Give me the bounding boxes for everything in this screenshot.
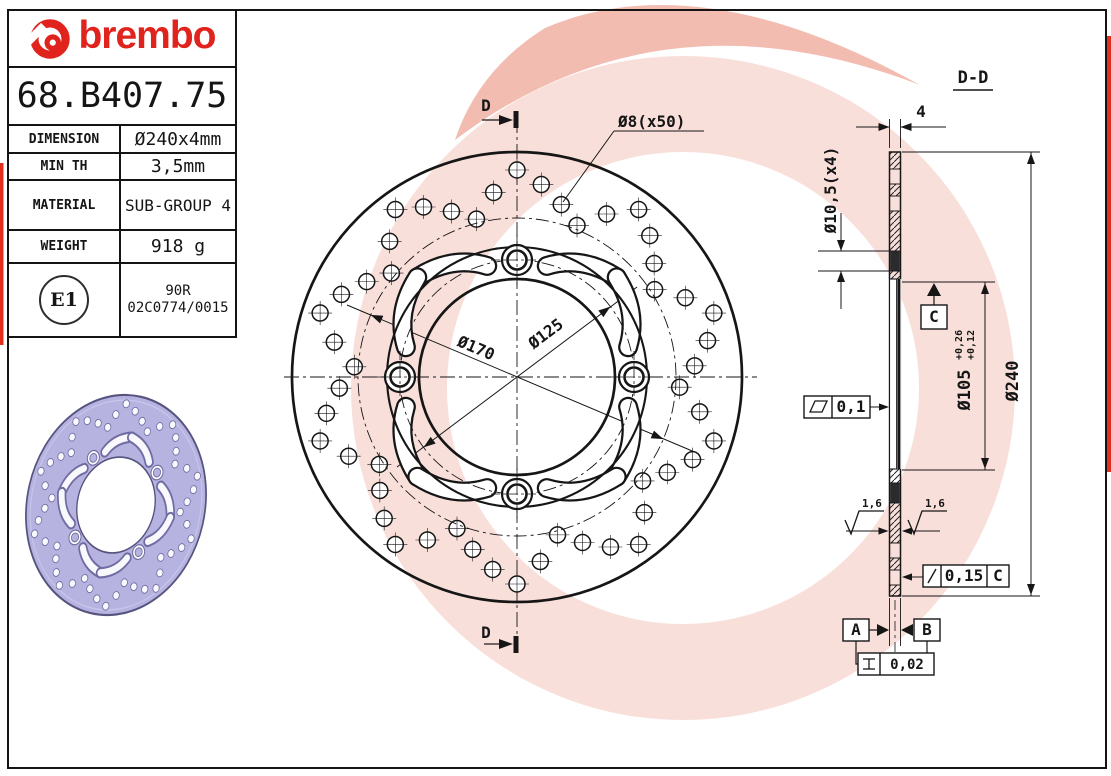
parallelism-value: 0,02 bbox=[890, 657, 924, 673]
spec-row-material: MATERIAL SUB-GROUP 4 bbox=[9, 181, 235, 231]
drilled-holes bbox=[308, 158, 726, 596]
homologation-numbers: 90R 02C0774/0015 bbox=[121, 264, 235, 336]
spec-value: Ø240x4mm bbox=[134, 128, 222, 150]
flatness-icon bbox=[808, 400, 829, 413]
roughness-left-value: 1,6 bbox=[862, 497, 882, 510]
outer-dia-dim: Ø240 bbox=[1003, 361, 1023, 403]
spec-value: 3,5mm bbox=[150, 156, 206, 177]
watermark-edge-right bbox=[1106, 36, 1111, 472]
drawing-frame bbox=[7, 9, 1107, 769]
holes-count-label: Ø8(x50) bbox=[617, 112, 685, 131]
spec-label: WEIGHT bbox=[9, 231, 121, 262]
outer-diameter-circle bbox=[290, 150, 744, 604]
runout-frame: 0,15 C bbox=[922, 564, 1010, 588]
datum-b-label: B bbox=[922, 620, 932, 639]
datum-a-label: A bbox=[851, 620, 861, 639]
spec-label: MIN TH bbox=[9, 154, 121, 179]
section-cut-label-bottom: D bbox=[481, 623, 491, 642]
spec-row-weight: WEIGHT 918 g bbox=[9, 231, 235, 264]
product-photo-disc bbox=[25, 393, 207, 617]
flatness-frame: 0,1 bbox=[803, 395, 871, 419]
part-number-row: 68.B407.75 bbox=[9, 68, 235, 126]
parallelism-icon bbox=[863, 658, 875, 670]
datum-c: C bbox=[920, 283, 948, 330]
e1-homologation-badge: E1 bbox=[39, 275, 89, 325]
runout-value: 0,15 bbox=[945, 566, 984, 585]
spec-value: SUB-GROUP 4 bbox=[125, 195, 231, 215]
thickness-dim: 4 bbox=[916, 102, 926, 121]
part-number: 68.B407.75 bbox=[16, 76, 228, 116]
spec-row-min-th: MIN TH 3,5mm bbox=[9, 154, 235, 181]
watermark-edge-left bbox=[0, 163, 4, 345]
mounting-holes bbox=[374, 234, 660, 520]
datum-a: A bbox=[842, 618, 889, 642]
bore-tol-lower: +0,12 bbox=[966, 330, 977, 360]
roughness-right-value: 1,6 bbox=[925, 497, 945, 510]
spec-row-dimension: DIMENSION Ø240x4mm bbox=[9, 126, 235, 154]
brembo-logo-icon bbox=[28, 18, 71, 59]
slot-circle bbox=[357, 217, 677, 537]
section-cut-label-top: D bbox=[481, 96, 491, 115]
spec-label: MATERIAL bbox=[9, 181, 121, 229]
parallelism-frame: 0,02 bbox=[857, 652, 935, 676]
homologation-line1: 90R bbox=[165, 282, 191, 299]
watermark-swoosh bbox=[455, 4, 920, 140]
roughness-right: 1,6 bbox=[907, 497, 947, 536]
front-view bbox=[284, 111, 757, 653]
bore-dia-dim: Ø105 bbox=[955, 370, 975, 412]
flatness-value: 0,1 bbox=[837, 397, 866, 416]
roughness-left: 1,6 bbox=[844, 497, 884, 536]
brand-wordmark: brembo bbox=[78, 14, 216, 57]
bolt-hole-dia-dim: Ø10,5(x4) bbox=[821, 147, 840, 235]
spec-row-homologation: E1 90R 02C0774/0015 bbox=[9, 264, 235, 336]
roughness-icon bbox=[907, 510, 947, 536]
datum-c-label: C bbox=[929, 307, 939, 326]
brand-header: brembo bbox=[9, 11, 235, 68]
bore-tol-upper: +0,26 bbox=[954, 330, 965, 360]
dia-125-label: Ø125 bbox=[524, 314, 567, 353]
runout-datum-ref: C bbox=[993, 566, 1003, 585]
spec-value: 918 g bbox=[150, 236, 206, 257]
runout-icon bbox=[927, 568, 937, 584]
photo-disc bbox=[25, 393, 207, 617]
spec-label: DIMENSION bbox=[9, 126, 121, 152]
info-panel: brembo 68.B407.75 DIMENSION Ø240x4mm MIN… bbox=[7, 9, 237, 338]
section-title: D-D bbox=[958, 68, 989, 88]
homologation-line2: 02C0774/0015 bbox=[127, 300, 229, 316]
roughness-icon bbox=[844, 510, 884, 536]
datum-b: B bbox=[901, 618, 941, 642]
section-view bbox=[818, 119, 1040, 652]
